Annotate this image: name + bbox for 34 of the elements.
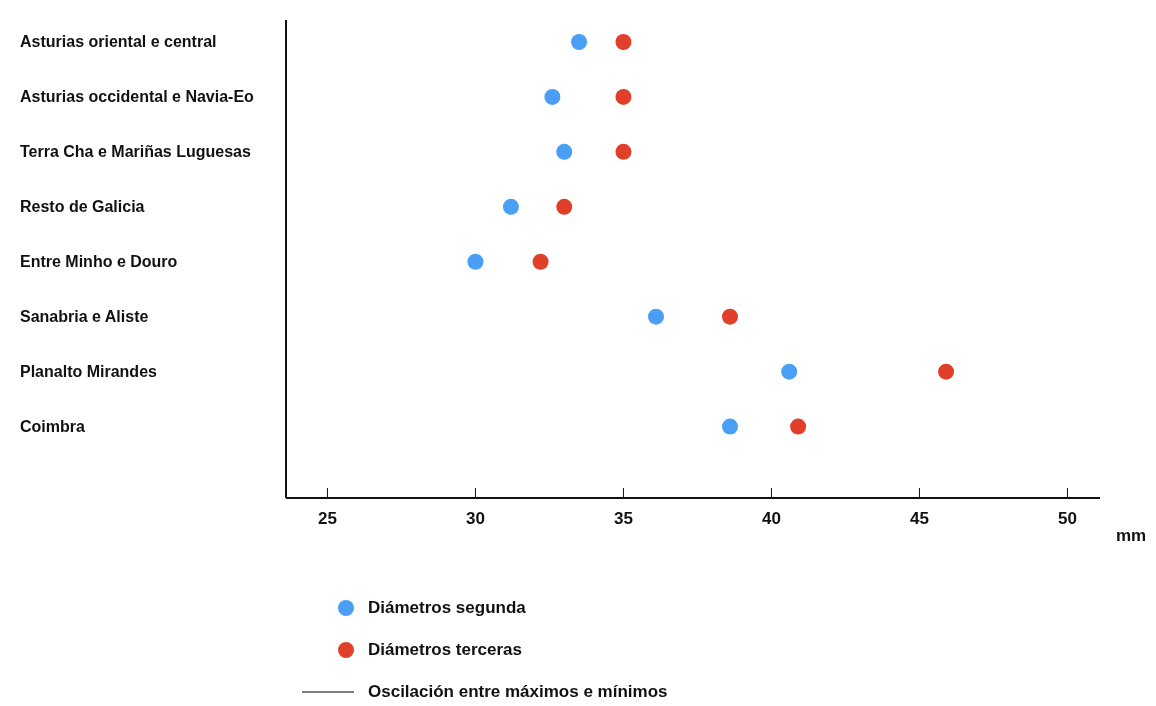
y-tick-label: Asturias occidental e Navia-Eo	[20, 87, 255, 105]
point	[615, 33, 632, 50]
point	[467, 253, 484, 270]
x-tick-label: 50	[1057, 509, 1077, 529]
point	[648, 308, 664, 325]
x-tick-label: 30	[465, 509, 485, 529]
point	[571, 33, 588, 50]
x-tick-label: 40	[761, 509, 781, 529]
y-tick-label: Planalto Mirandes	[20, 362, 158, 380]
point	[502, 198, 519, 215]
x-tick-label: 35	[613, 509, 633, 529]
point	[722, 308, 738, 325]
point	[556, 143, 573, 160]
y-tick-label: Sanabria e Aliste	[20, 307, 149, 325]
point	[615, 143, 632, 160]
x-tick-label: 45	[909, 509, 929, 529]
y-tick-label: Coimbra	[20, 417, 85, 435]
legend-label: Diámetros segunda	[368, 598, 526, 618]
point	[615, 88, 632, 105]
legend-label: Oscilación entre máximos e mínimos	[368, 682, 668, 702]
y-tick-label: Terra Cha e Mariñas Luguesas	[20, 142, 251, 160]
point	[722, 418, 738, 435]
y-tick-label: Entre Minho e Douro	[20, 252, 178, 270]
y-tick-label: Resto de Galicia	[20, 197, 145, 215]
point	[781, 363, 798, 380]
point	[556, 198, 573, 215]
x-axis-title: mm	[1116, 526, 1147, 546]
point	[790, 418, 807, 435]
point	[544, 88, 561, 105]
legend-label: Diámetros terceras	[368, 640, 523, 660]
x-tick-label: 25	[317, 509, 337, 529]
point	[938, 363, 955, 380]
point	[532, 253, 549, 270]
y-tick-label: Asturias oriental e central	[20, 32, 217, 50]
